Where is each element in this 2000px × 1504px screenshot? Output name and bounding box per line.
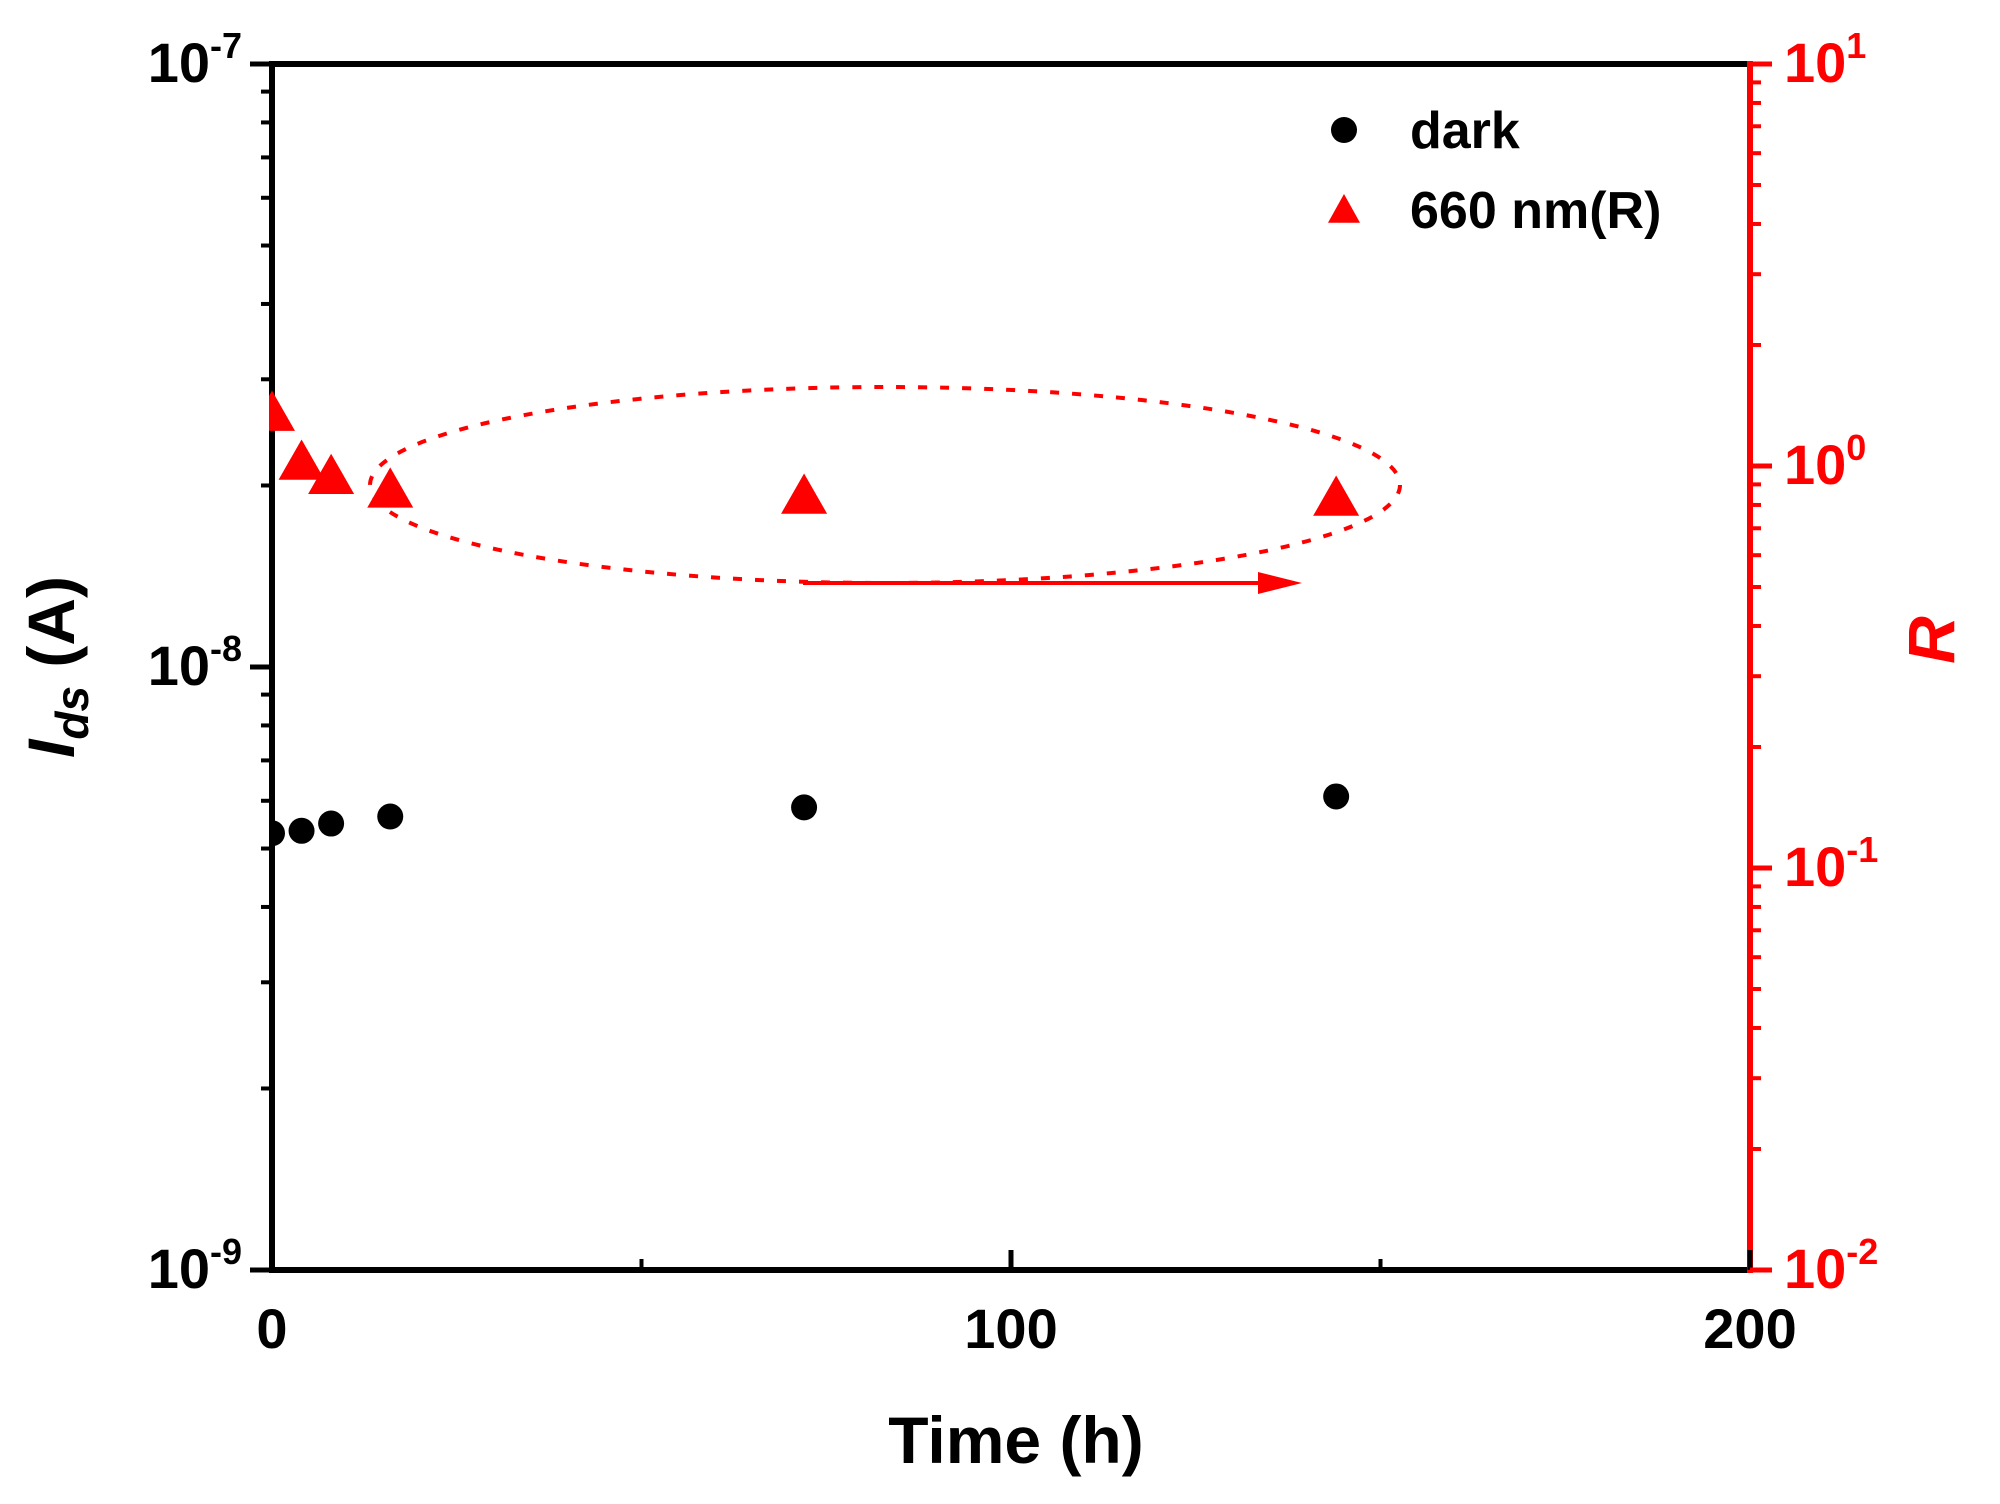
right-y-tick-label: 10-2 <box>1784 1231 1878 1300</box>
annotation-layer <box>368 385 1402 594</box>
dark-point <box>1323 783 1350 810</box>
dark-point <box>288 817 315 844</box>
legend: dark 660 nm(R) <box>1328 102 1661 240</box>
x-tick-label: 0 <box>256 1297 287 1360</box>
red-triangle-point <box>269 390 295 431</box>
dark-point <box>269 820 285 847</box>
data-layer <box>269 390 1360 847</box>
x-tick-label: 200 <box>1703 1297 1796 1360</box>
left-y-tick-label: 10-9 <box>148 1231 242 1300</box>
x-axis-title: Time (h) <box>888 1403 1143 1477</box>
legend-label: 660 nm(R) <box>1410 182 1661 240</box>
dark-point <box>377 803 404 830</box>
red-triangle-point <box>1313 475 1360 516</box>
red-triangle-point <box>781 473 828 514</box>
left-y-tick-label: 10-8 <box>148 628 242 697</box>
red-triangle-point <box>367 467 414 508</box>
right-y-axis-title: R <box>1894 616 1968 664</box>
right-y-tick-label: 100 <box>1784 427 1866 496</box>
legend-label: dark <box>1410 102 1520 160</box>
label-layer: 0 100 200 10-9 10-8 10-7 10-2 10-1 100 101 Time (h… <box>14 25 1968 1477</box>
legend-marker-dark <box>1331 117 1357 143</box>
dark-point <box>318 810 345 837</box>
dashed-ellipse <box>368 385 1402 585</box>
legend-marker-red <box>1328 194 1360 223</box>
red-triangle-point <box>278 439 325 480</box>
right-y-tick-label: 101 <box>1784 25 1866 94</box>
left-y-axis-title: Ids (A) <box>14 576 98 758</box>
left-y-tick-label: 10-7 <box>148 25 242 94</box>
arrow-head <box>1258 572 1302 594</box>
right-y-tick-label: 10-1 <box>1784 829 1878 898</box>
red-triangle-point <box>308 453 355 495</box>
axes-layer <box>250 61 1772 1273</box>
x-tick-label: 100 <box>964 1297 1057 1360</box>
dark-point <box>791 794 818 821</box>
